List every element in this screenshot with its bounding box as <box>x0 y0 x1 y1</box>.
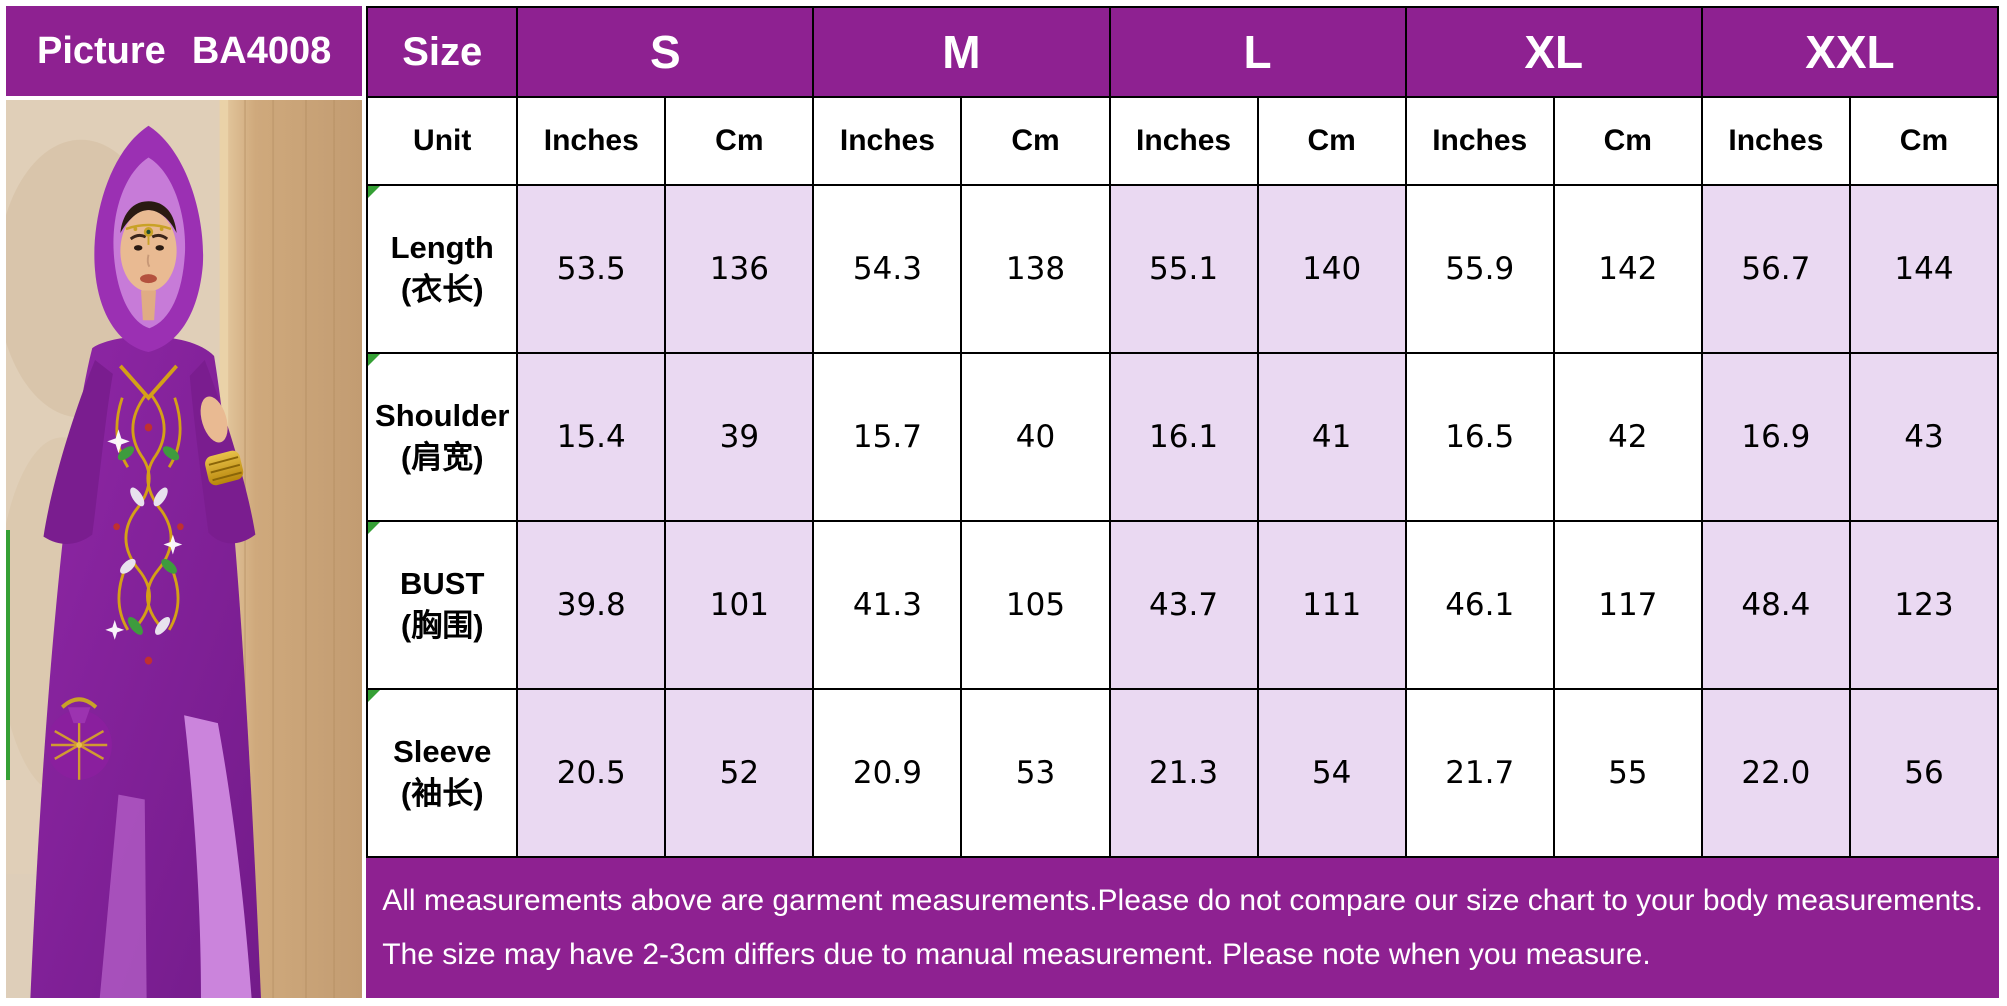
unit-header-row: Unit Inches Cm Inches Cm Inches Cm Inche… <box>366 96 2000 186</box>
disclaimer-line-2: The size may have 2-3cm differs due to m… <box>382 938 1651 971</box>
sleeve-xl-inches: 21.7 <box>1404 688 1555 858</box>
unit-cm: Cm <box>960 96 1111 186</box>
length-l-inches: 55.1 <box>1108 184 1259 354</box>
bust-m-cm: 105 <box>960 520 1111 690</box>
size-col-s: S <box>516 6 815 98</box>
green-edge-artifact <box>6 530 10 780</box>
cell-flag-icon <box>368 354 381 366</box>
bust-xl-inches: 46.1 <box>1404 520 1555 690</box>
size-col-xxl: XXL <box>1700 6 2000 98</box>
length-xxl-inches: 56.7 <box>1700 184 1851 354</box>
unit-cm: Cm <box>1256 96 1407 186</box>
bust-xl-cm: 117 <box>1552 520 1703 690</box>
shoulder-xl-cm: 42 <box>1552 352 1703 522</box>
size-header-cell: Size <box>366 6 519 98</box>
unit-inches: Inches <box>1404 96 1555 186</box>
picture-header-label: Picture <box>36 29 166 72</box>
unit-cm: Cm <box>664 96 815 186</box>
size-header-row: Size S M L XL XXL <box>366 6 2000 98</box>
shoulder-m-inches: 15.7 <box>812 352 963 522</box>
length-xxl-cm: 144 <box>1848 184 2000 354</box>
sleeve-xxl-cm: 56 <box>1848 688 2000 858</box>
shoulder-xxl-inches: 16.9 <box>1700 352 1851 522</box>
bust-s-cm: 101 <box>664 520 815 690</box>
row-shoulder: Shoulder (肩宽) 15.4 39 15.7 40 16.1 41 16… <box>366 352 2000 522</box>
unit-header-cell: Unit <box>366 96 519 186</box>
product-code: BA4008 <box>191 29 332 72</box>
cell-flag-icon <box>368 690 381 702</box>
row-length: Length (衣长) 53.5 136 54.3 138 55.1 140 5… <box>366 184 2000 354</box>
bust-s-inches: 39.8 <box>516 520 667 690</box>
length-s-cm: 136 <box>664 184 815 354</box>
bust-l-cm: 111 <box>1256 520 1407 690</box>
row-label-bust: BUST (胸围) <box>366 520 519 690</box>
length-m-cm: 138 <box>960 184 1111 354</box>
sleeve-xl-cm: 55 <box>1552 688 1703 858</box>
size-col-l: L <box>1108 6 1407 98</box>
shoulder-xl-inches: 16.5 <box>1404 352 1555 522</box>
disclaimer-line-1: All measurements above are garment measu… <box>382 884 1983 917</box>
row-label-sleeve: Sleeve (袖长) <box>366 688 519 858</box>
length-s-inches: 53.5 <box>516 184 667 354</box>
unit-cm: Cm <box>1552 96 1703 186</box>
shoulder-l-cm: 41 <box>1256 352 1407 522</box>
length-l-cm: 140 <box>1256 184 1407 354</box>
table-column: Size S M L XL XXL Unit Inches Cm Inches … <box>366 6 2000 998</box>
measurement-disclaimer: All measurements above are garment measu… <box>366 858 1999 998</box>
shoulder-s-cm: 39 <box>664 352 815 522</box>
size-col-m: M <box>812 6 1111 98</box>
unit-inches: Inches <box>1108 96 1259 186</box>
sleeve-m-cm: 53 <box>960 688 1111 858</box>
unit-inches: Inches <box>516 96 667 186</box>
bust-l-inches: 43.7 <box>1108 520 1259 690</box>
kaftan-model-illustration <box>6 100 363 998</box>
sleeve-l-cm: 54 <box>1256 688 1407 858</box>
row-label-shoulder: Shoulder (肩宽) <box>366 352 519 522</box>
sleeve-s-cm: 52 <box>664 688 815 858</box>
bust-m-inches: 41.3 <box>812 520 963 690</box>
unit-cm: Cm <box>1848 96 2000 186</box>
picture-column: Picture BA4008 <box>6 6 363 998</box>
size-col-xl: XL <box>1404 6 1703 98</box>
sleeve-xxl-inches: 22.0 <box>1700 688 1851 858</box>
cell-flag-icon <box>368 186 381 198</box>
size-table: Size S M L XL XXL Unit Inches Cm Inches … <box>366 6 2000 858</box>
shoulder-xxl-cm: 43 <box>1848 352 2000 522</box>
bust-xxl-inches: 48.4 <box>1700 520 1851 690</box>
sleeve-s-inches: 20.5 <box>516 688 667 858</box>
bust-xxl-cm: 123 <box>1848 520 2000 690</box>
shoulder-s-inches: 15.4 <box>516 352 667 522</box>
length-xl-inches: 55.9 <box>1404 184 1555 354</box>
row-label-length: Length (衣长) <box>366 184 519 354</box>
picture-header: Picture BA4008 <box>6 6 363 96</box>
row-bust: BUST (胸围) 39.8 101 41.3 105 43.7 111 46.… <box>366 520 2000 690</box>
length-xl-cm: 142 <box>1552 184 1703 354</box>
product-photo <box>6 100 363 998</box>
sleeve-m-inches: 20.9 <box>812 688 963 858</box>
unit-inches: Inches <box>1700 96 1851 186</box>
row-sleeve: Sleeve (袖长) 20.5 52 20.9 53 21.3 54 21.7… <box>366 688 2000 858</box>
cell-flag-icon <box>368 522 381 534</box>
shoulder-l-inches: 16.1 <box>1108 352 1259 522</box>
length-m-inches: 54.3 <box>812 184 963 354</box>
unit-inches: Inches <box>812 96 963 186</box>
shoulder-m-cm: 40 <box>960 352 1111 522</box>
sleeve-l-inches: 21.3 <box>1108 688 1259 858</box>
